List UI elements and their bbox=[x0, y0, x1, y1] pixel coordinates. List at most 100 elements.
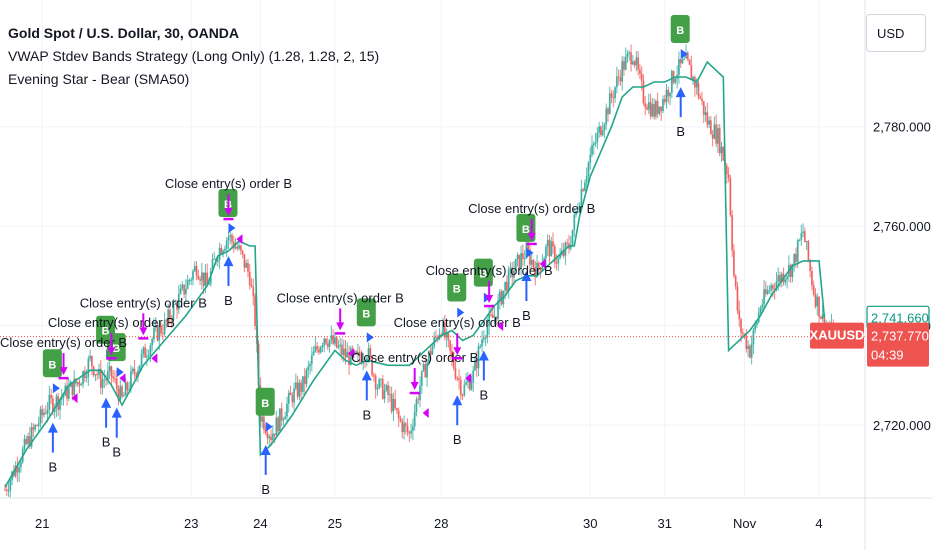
exit-arrow-head bbox=[119, 373, 126, 384]
candle bbox=[151, 336, 154, 352]
candle bbox=[160, 322, 162, 337]
candle bbox=[420, 370, 423, 395]
candle-body bbox=[222, 250, 225, 255]
candle-body bbox=[55, 396, 58, 408]
candle bbox=[537, 261, 540, 274]
candle bbox=[506, 275, 508, 294]
candle-body bbox=[667, 90, 670, 97]
candle-body bbox=[741, 332, 744, 335]
candle-body bbox=[639, 69, 641, 74]
candle bbox=[536, 254, 538, 278]
candle bbox=[470, 375, 473, 391]
candle-body bbox=[142, 347, 145, 354]
exit-arrow-head bbox=[465, 373, 472, 384]
candle-body bbox=[594, 142, 597, 144]
long-entry-marker: BB bbox=[255, 387, 275, 497]
candle-body bbox=[130, 371, 132, 389]
candle-body bbox=[658, 106, 661, 114]
symbol-title[interactable]: Gold Spot / U.S. Dollar, 30, OANDA bbox=[8, 25, 240, 41]
candle-body bbox=[248, 271, 251, 286]
candle bbox=[584, 179, 586, 192]
candle bbox=[417, 394, 420, 405]
candle-body bbox=[688, 59, 691, 65]
candle bbox=[647, 93, 650, 114]
candle bbox=[592, 141, 595, 155]
candle-body bbox=[282, 419, 285, 421]
candle bbox=[725, 163, 728, 184]
candle bbox=[429, 344, 432, 360]
candle-body bbox=[447, 333, 450, 341]
candle-body bbox=[633, 61, 636, 66]
x-tick-label: 24 bbox=[253, 516, 267, 531]
candle bbox=[610, 89, 613, 104]
candle bbox=[733, 244, 735, 279]
candle-body bbox=[475, 360, 478, 369]
candle bbox=[213, 251, 216, 260]
candle-body bbox=[585, 176, 588, 183]
candle-body bbox=[674, 79, 677, 83]
candle-body bbox=[452, 356, 455, 369]
candle-body bbox=[695, 82, 698, 88]
close-entry-marker: Close entry(s) order B bbox=[426, 263, 553, 332]
entry-arrow-head bbox=[680, 49, 688, 60]
candle-body bbox=[752, 329, 755, 345]
candle-body bbox=[91, 356, 93, 367]
candle-body bbox=[293, 388, 295, 403]
candle-body bbox=[702, 101, 705, 115]
candle bbox=[108, 360, 111, 380]
indicator-legend[interactable]: Evening Star - Bear (SMA50) bbox=[8, 71, 190, 87]
candle bbox=[357, 343, 359, 363]
candle-body bbox=[786, 276, 789, 280]
x-tick-label: 4 bbox=[815, 516, 822, 531]
candle-body bbox=[353, 351, 356, 353]
long-entry-label: B bbox=[224, 293, 233, 308]
candle-body bbox=[374, 375, 377, 390]
candle bbox=[50, 388, 53, 404]
candle-body bbox=[523, 258, 526, 260]
close-entry-label: Close entry(s) order B bbox=[48, 315, 175, 330]
candle-body bbox=[126, 382, 129, 390]
candle bbox=[651, 98, 654, 118]
candle bbox=[690, 55, 693, 81]
candle bbox=[546, 234, 549, 257]
long-arrow-head bbox=[675, 87, 686, 98]
candle-body bbox=[238, 245, 241, 249]
candle-body bbox=[530, 259, 533, 265]
candle-body bbox=[275, 417, 278, 436]
candle-body bbox=[701, 98, 703, 102]
currency-button[interactable]: USD bbox=[866, 14, 926, 52]
candle-body bbox=[511, 267, 514, 278]
candle bbox=[163, 312, 166, 337]
candle bbox=[679, 58, 682, 69]
x-tick-label: 31 bbox=[658, 516, 672, 531]
candle-body bbox=[250, 285, 253, 287]
candle-body bbox=[647, 102, 650, 110]
candle-body bbox=[791, 264, 794, 278]
candle bbox=[408, 430, 411, 442]
candle-body bbox=[557, 258, 560, 264]
candle bbox=[333, 331, 336, 347]
close-entry-marker: Close entry(s) order B bbox=[394, 315, 521, 384]
candle-body bbox=[821, 314, 824, 319]
candle-body bbox=[110, 366, 113, 377]
candle-body bbox=[582, 189, 585, 191]
candle bbox=[388, 386, 391, 402]
candle-body bbox=[422, 364, 425, 371]
strategy-legend[interactable]: VWAP Stdev Bands Strategy (Long Only) (1… bbox=[8, 48, 380, 64]
candle-body bbox=[5, 489, 8, 491]
candle bbox=[711, 130, 714, 147]
close-entry-label: Close entry(s) order B bbox=[426, 263, 553, 278]
candle-body bbox=[98, 368, 100, 375]
candle-body bbox=[818, 296, 820, 317]
candle-body bbox=[305, 370, 308, 384]
candle bbox=[145, 348, 148, 367]
candle bbox=[271, 425, 274, 441]
candle bbox=[447, 332, 450, 348]
candle bbox=[669, 92, 671, 106]
candle-body bbox=[289, 392, 292, 396]
candle-body bbox=[294, 382, 297, 389]
candle bbox=[131, 366, 134, 375]
candle-body bbox=[85, 376, 88, 379]
candle bbox=[337, 339, 340, 350]
